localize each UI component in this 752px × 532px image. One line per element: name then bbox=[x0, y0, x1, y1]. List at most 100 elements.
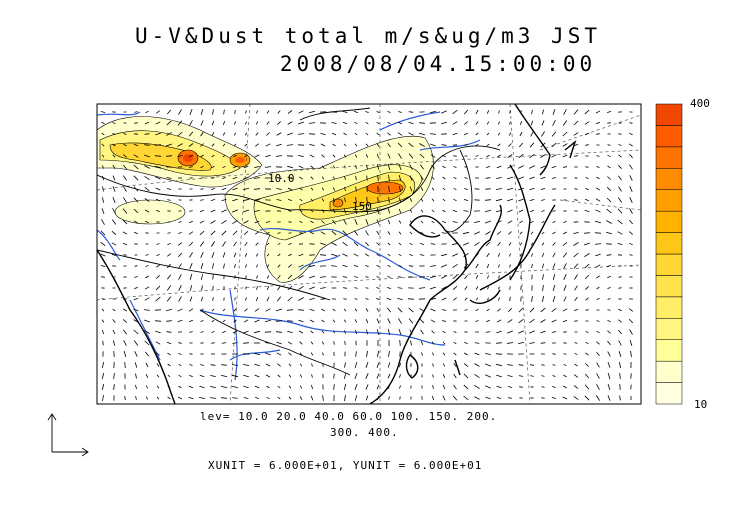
wind-arrow bbox=[299, 385, 303, 389]
wind-arrow bbox=[144, 286, 150, 290]
wind-arrow bbox=[100, 253, 106, 257]
wind-arrow bbox=[201, 296, 203, 302]
wind-arrow bbox=[484, 210, 492, 212]
wind-arrow bbox=[552, 353, 556, 355]
wind-arrow bbox=[299, 374, 303, 378]
wind-arrow bbox=[133, 208, 139, 214]
wind-arrow bbox=[167, 253, 171, 257]
wind-arrow bbox=[266, 285, 270, 291]
wind-arrow bbox=[453, 331, 457, 333]
wind-arrow bbox=[210, 364, 216, 366]
wind-arrow bbox=[244, 154, 248, 158]
wind-arrow bbox=[452, 221, 458, 223]
wind-arrow bbox=[595, 209, 601, 213]
wind-arrow bbox=[420, 220, 424, 224]
wind-arrow bbox=[145, 351, 149, 357]
wind-arrow bbox=[113, 372, 115, 380]
wind-arrow bbox=[552, 210, 556, 212]
wind-arrow bbox=[376, 111, 380, 113]
wind-arrow bbox=[310, 330, 314, 334]
wind-arrow bbox=[155, 187, 161, 191]
wind-arrow bbox=[344, 394, 346, 402]
wind-arrow bbox=[518, 153, 524, 159]
wind-arrow bbox=[607, 362, 611, 368]
wind-arrow bbox=[353, 241, 359, 247]
wind-arrow bbox=[156, 363, 160, 367]
wind-arrow bbox=[254, 330, 260, 334]
wind-arrow bbox=[498, 121, 500, 125]
wind-arrow bbox=[551, 142, 557, 148]
wind-arrow bbox=[222, 132, 226, 136]
wind-arrow bbox=[253, 353, 261, 355]
map-frame bbox=[96, 103, 642, 405]
wind-arrow bbox=[629, 242, 633, 246]
wind-arrow bbox=[485, 241, 491, 247]
wind-arrow bbox=[112, 143, 116, 147]
wind-arrow bbox=[200, 331, 204, 333]
wind-arrow bbox=[376, 307, 380, 313]
wind-arrow bbox=[618, 143, 622, 147]
wind-arrow bbox=[199, 241, 205, 247]
wind-arrow bbox=[486, 319, 490, 323]
wind-arrow bbox=[420, 329, 424, 335]
wind-arrow bbox=[529, 176, 535, 180]
wind-arrow bbox=[343, 319, 347, 323]
wind-arrow bbox=[320, 298, 326, 300]
wind-arrow bbox=[144, 209, 150, 213]
wind-arrow bbox=[474, 241, 480, 247]
wind-arrow bbox=[156, 352, 160, 356]
wind-arrow bbox=[409, 209, 413, 213]
wind-arrow bbox=[431, 165, 435, 169]
wind-arrow bbox=[221, 198, 227, 202]
wind-arrow bbox=[442, 187, 446, 191]
wind-arrow bbox=[519, 386, 523, 388]
wind-arrow bbox=[222, 330, 226, 334]
wind-arrow bbox=[145, 374, 149, 378]
wind-arrow bbox=[231, 374, 239, 378]
wind-arrow bbox=[542, 109, 544, 115]
wind-arrow bbox=[297, 133, 305, 135]
wind-arrow bbox=[387, 219, 391, 225]
wind-arrow bbox=[211, 143, 215, 147]
wind-arrow bbox=[189, 331, 193, 333]
wind-arrow bbox=[409, 242, 413, 246]
wind-arrow bbox=[112, 133, 116, 135]
wind-arrow bbox=[309, 154, 315, 158]
wind-arrow bbox=[376, 287, 380, 289]
wind-arrow bbox=[583, 242, 591, 246]
wind-arrow bbox=[432, 374, 434, 378]
wind-arrow bbox=[265, 374, 271, 378]
wind-arrow bbox=[540, 307, 546, 313]
colorbar-swatch bbox=[655, 125, 683, 148]
wind-arrow bbox=[475, 309, 479, 311]
wind-arrow bbox=[453, 373, 457, 379]
wind-arrow bbox=[333, 341, 335, 345]
wind-arrow bbox=[486, 143, 490, 147]
wind-arrow bbox=[377, 208, 379, 214]
wind-arrow bbox=[520, 110, 522, 114]
wind-arrow bbox=[266, 264, 270, 268]
wind-arrow bbox=[189, 374, 193, 378]
wind-arrow bbox=[100, 265, 106, 267]
wind-arrow bbox=[387, 242, 391, 246]
wind-arrow bbox=[552, 231, 556, 235]
wind-arrow bbox=[376, 384, 380, 390]
wind-arrow bbox=[287, 274, 293, 280]
wind-arrow bbox=[529, 142, 535, 148]
wind-arrow bbox=[122, 164, 128, 170]
wind-arrow bbox=[144, 133, 150, 135]
wind-arrow bbox=[618, 319, 622, 323]
wind-arrow bbox=[563, 385, 567, 389]
wind-arrow bbox=[507, 209, 513, 213]
wind-arrow bbox=[298, 154, 304, 158]
wind-arrow bbox=[508, 242, 512, 246]
wind-arrow bbox=[288, 210, 292, 212]
colorbar-swatch bbox=[655, 232, 683, 255]
wind-arrow bbox=[606, 265, 612, 267]
wind-arrow bbox=[441, 154, 447, 158]
wind-arrow bbox=[606, 254, 612, 256]
wind-arrow bbox=[331, 122, 337, 124]
wind-arrow bbox=[298, 309, 304, 311]
wind-arrow bbox=[452, 395, 458, 401]
wind-arrow bbox=[517, 176, 525, 180]
